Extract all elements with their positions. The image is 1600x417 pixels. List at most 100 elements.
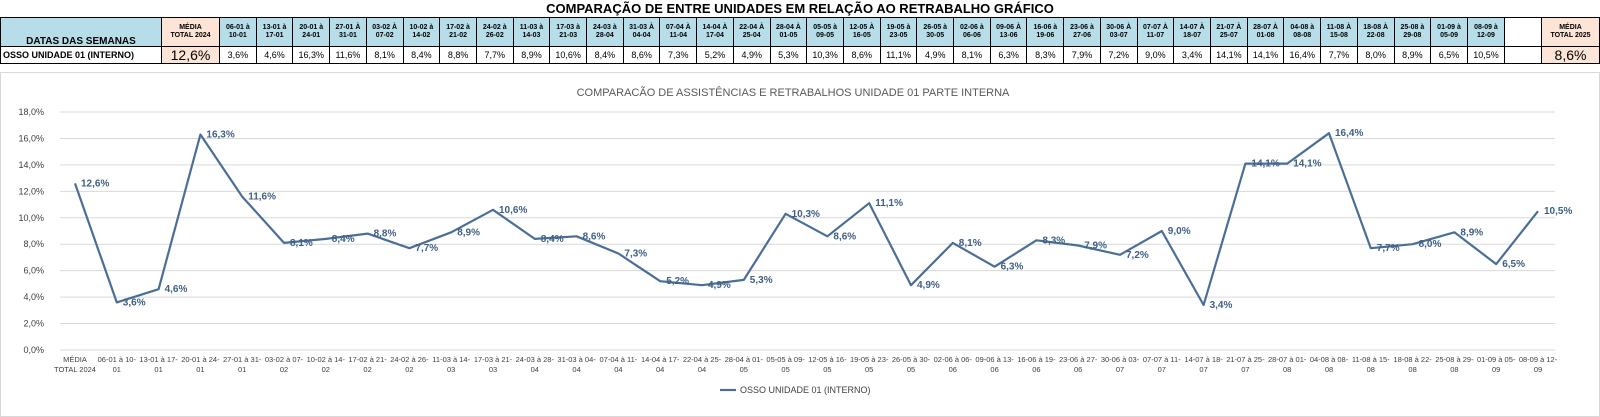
x-tick-label: 20-01 à 24-: [181, 355, 220, 364]
week-header: 11-03 à 14-03: [512, 17, 551, 47]
data-label: 8,8%: [374, 229, 397, 240]
data-label: 8,6%: [583, 231, 606, 242]
data-label: 11,6%: [248, 192, 276, 203]
x-tick-label: 03: [447, 365, 455, 374]
week-header-line: 01-09 à: [1437, 24, 1461, 31]
data-label: 10,6%: [499, 205, 527, 216]
week-header-line: 02-06 à: [960, 24, 984, 31]
week-header-line: 08-08: [1293, 32, 1312, 39]
x-tick-label: 11-08 à 15-: [1352, 355, 1390, 364]
y-tick-label: 6,0%: [23, 266, 44, 276]
week-value: 6,3%: [989, 46, 1028, 64]
week-header-line: 17-03 à: [556, 24, 581, 31]
data-label: 11,1%: [875, 198, 903, 209]
data-label: 8,4%: [332, 234, 355, 245]
week-header-line: 11-04: [669, 32, 688, 39]
data-label: 10,3%: [792, 209, 820, 220]
data-label: 3,6%: [123, 297, 146, 308]
week-header: 17-02 à 21-02: [439, 17, 477, 47]
week-header: 30-06 À 03-07: [1099, 17, 1138, 47]
x-tick-label: 05: [865, 365, 873, 374]
week-header-line: 23-06 à: [1070, 24, 1094, 31]
x-tick-label: 03: [489, 365, 497, 374]
x-tick-label: 05: [781, 365, 789, 374]
x-tick-label: 17-03 à 21-: [474, 355, 513, 364]
week-header: 01-09 à 05-09: [1430, 17, 1468, 47]
weeks-table: DATAS DAS SEMANAS MÉDIA TOTAL 2024 06-01…: [0, 17, 1600, 64]
data-label: 8,3%: [1042, 235, 1065, 246]
media-2024-line2: TOTAL 2024: [170, 32, 211, 39]
data-label: 5,2%: [666, 276, 689, 287]
week-header-line: 22-08: [1366, 32, 1385, 39]
week-header: 04-08 à 08-08: [1283, 17, 1322, 47]
media-2024-value: 12,6%: [161, 46, 220, 64]
week-header-line: 11-08 À: [1326, 24, 1352, 31]
week-value: 8,4%: [586, 46, 624, 64]
x-tick-label: 04: [572, 365, 580, 374]
week-header-line: 27-06: [1073, 32, 1091, 39]
week-header-line: 07-04 À: [665, 24, 691, 31]
week-header-line: 12-05 À: [849, 24, 875, 31]
week-header-line: 06-01 à: [225, 24, 250, 31]
chart-title: COMPARACÃO DE ASSISTÊNCIAS E RETRABALHOS…: [577, 86, 1010, 99]
week-header: 02-06 à 06-06: [953, 17, 991, 47]
week-header-line: 24-03 à: [593, 24, 617, 31]
x-tick-label: 07: [1241, 365, 1249, 374]
week-value: 10,3%: [806, 46, 844, 64]
data-label: 7,7%: [415, 243, 438, 254]
x-tick-label: 02: [280, 365, 288, 374]
row-label-unit: OSSO UNIDADE 01 (INTERNO): [0, 46, 162, 64]
data-label: 3,4%: [1210, 300, 1233, 311]
data-label: 8,9%: [457, 227, 480, 238]
x-tick-label: 01: [238, 365, 246, 374]
week-header: 31-03 À 04-04: [622, 17, 661, 47]
week-header-line: 24-02 à: [482, 24, 507, 31]
week-value: 8,6%: [622, 46, 661, 64]
week-header: 22-04 À 25-04: [732, 17, 771, 47]
week-header-line: 28-04 À: [775, 24, 801, 31]
week-value: 8,6%: [842, 46, 881, 64]
week-header-line: 28-07 À: [1253, 24, 1278, 31]
week-header-line: 08-09 à: [1474, 24, 1498, 31]
week-value: 8,9%: [512, 46, 551, 64]
week-header-line: 24-01: [302, 32, 321, 39]
data-label: 16,3%: [206, 129, 234, 140]
week-header: 08-09 à 12-09: [1466, 17, 1506, 47]
data-label: 4,6%: [165, 284, 188, 295]
y-tick-label: 10,0%: [18, 213, 44, 223]
x-tick-label: 03-02 à 07-: [265, 355, 304, 364]
week-header: 10-02 à 14-02: [402, 17, 441, 47]
week-header: 27-01 À 31-01: [329, 17, 367, 47]
x-tick-label: 01: [196, 365, 204, 374]
week-header-line: 14-04 À: [702, 24, 728, 31]
week-value: 10,5%: [1466, 46, 1506, 64]
week-header-line: 10-02 à: [409, 24, 434, 31]
week-value: 14,1%: [1246, 46, 1285, 64]
data-label: 7,7%: [1377, 243, 1400, 254]
week-value: 7,7%: [475, 46, 514, 64]
line-chart: COMPARACÃO DE ASSISTÊNCIAS E RETRABALHOS…: [18, 86, 1572, 395]
week-header: 05-05 à 09-05: [806, 17, 844, 47]
week-header: 11-08 À 15-08: [1320, 17, 1358, 47]
x-tick-label: 07-07 à 11-: [1143, 355, 1181, 364]
week-header-line: 27-01 À: [335, 24, 361, 31]
week-header-line: 14-03: [522, 32, 541, 39]
week-value: 3,4%: [1173, 46, 1211, 64]
week-header-line: 19-06: [1036, 32, 1055, 39]
x-tick-label: 25-08 à 29-: [1435, 355, 1474, 364]
media-2025-line: TOTAL 2025: [1550, 32, 1591, 39]
week-header-line: 18-07: [1183, 32, 1202, 39]
data-label: 8,1%: [290, 238, 313, 249]
week-header-line: 17-02 à: [446, 24, 470, 31]
week-header-line: 15-08: [1329, 32, 1348, 39]
y-tick-label: 12,0%: [18, 186, 44, 196]
x-tick-label: 01: [154, 365, 162, 374]
x-tick-label: 14-07 à 18-: [1184, 355, 1223, 364]
week-value: 8,1%: [365, 46, 404, 64]
y-tick-label: 14,0%: [18, 160, 44, 170]
y-tick-label: 8,0%: [23, 239, 44, 249]
x-tick-label: 12-05 à 16-: [808, 355, 847, 364]
week-value: 6,5%: [1430, 46, 1468, 64]
x-tick-label: 02: [322, 365, 330, 374]
x-tick-label: 04: [614, 365, 622, 374]
